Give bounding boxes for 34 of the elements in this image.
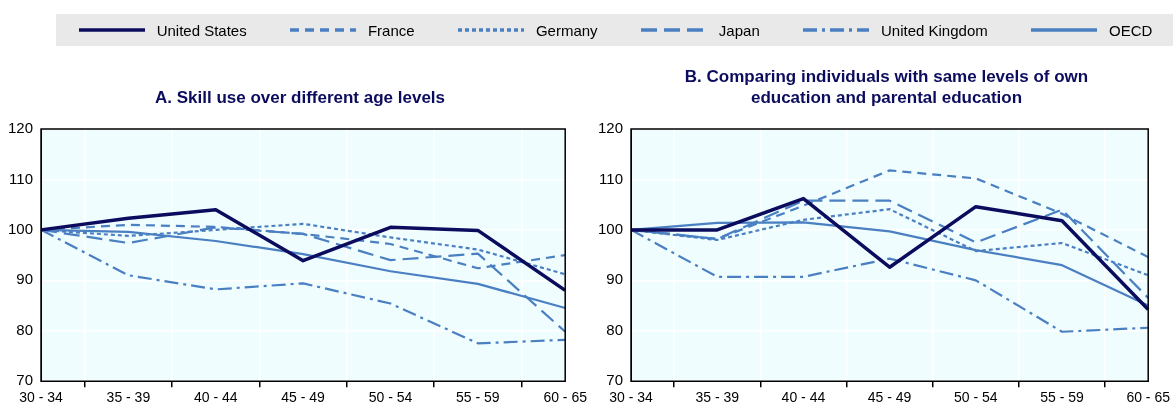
x-tick-label: 35 - 39: [695, 389, 740, 406]
x-tick-label: 40 - 44: [781, 389, 826, 406]
y-tick-label: 100: [8, 220, 34, 238]
x-tick-label: 55 - 59: [456, 389, 500, 406]
legend-label: United Kingdom: [881, 21, 988, 39]
x-tick-label: 50 - 54: [368, 389, 413, 406]
x-tick-label: 60 - 65: [1126, 389, 1171, 406]
x-tick-label: 50 - 54: [954, 389, 998, 406]
x-tick-label: 30 - 34: [609, 389, 654, 406]
x-tick-label: 60 - 65: [543, 389, 588, 406]
y-tick-label: 90: [16, 270, 34, 288]
legend-label: France: [367, 21, 415, 39]
x-tick-label: 40 - 44: [193, 389, 238, 406]
y-tick-label: 120: [8, 119, 34, 137]
y-tick-label: 110: [599, 169, 624, 187]
y-tick-label: 110: [9, 169, 34, 187]
legend-label: United States: [156, 21, 247, 39]
x-tick-label: 55 - 59: [1040, 389, 1085, 406]
y-tick-label: 100: [598, 220, 624, 238]
chart-title: B. Comparing individuals with same levels of own education and parental education: [683, 66, 1090, 109]
y-tick-label: 80: [16, 320, 34, 338]
y-tick-label: 70: [16, 371, 34, 389]
chart-title: A. Skill use over different age levels: [153, 87, 447, 109]
y-tick-label: 70: [606, 371, 624, 389]
x-tick-label: 30 - 34: [19, 389, 64, 406]
legend-label: OECD: [1109, 21, 1153, 39]
x-tick-label: 45 - 49: [281, 389, 326, 406]
legend-label: Germany: [535, 21, 598, 39]
x-tick-label: 35 - 39: [106, 389, 151, 406]
x-tick-label: 45 - 49: [867, 389, 912, 406]
y-tick-label: 80: [606, 320, 624, 338]
y-tick-label: 120: [598, 119, 624, 137]
legend-label: Japan: [718, 21, 760, 39]
y-tick-label: 90: [606, 270, 624, 288]
